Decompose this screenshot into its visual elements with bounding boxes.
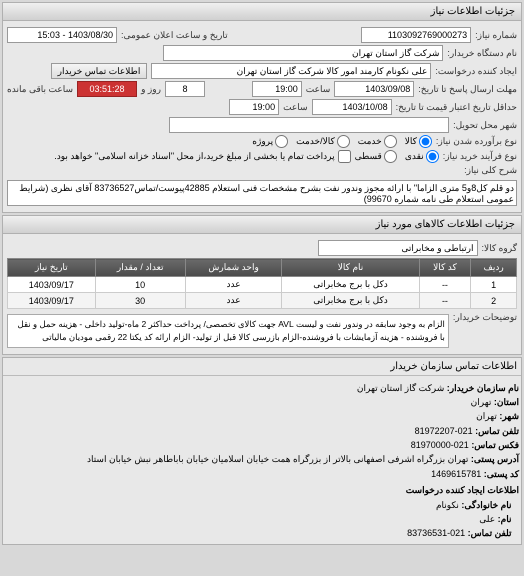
treasury-checkbox-label[interactable]: پرداخت تمام یا بخشی از مبلغ خرید،از محل … <box>54 150 350 163</box>
radio-cash[interactable]: نقدی <box>405 150 439 163</box>
reply-date-input[interactable] <box>334 81 414 97</box>
reply-time-input[interactable] <box>252 81 302 97</box>
countdown-timer <box>77 81 137 97</box>
radio-project[interactable]: پروژه <box>252 135 288 148</box>
contact-block: نام سازمان خریدار: شرکت گاز استان تهران … <box>3 378 521 544</box>
need-no-label: شماره نیاز: <box>475 30 517 41</box>
group-label: گروه کالا: <box>482 243 517 254</box>
buyer-notes-box: الزام به وجود سابقه در وندور نفت و لیست … <box>7 314 449 348</box>
panel-header-items: جزئیات اطلاعات کالاهای مورد نیاز <box>3 216 521 234</box>
contact-buyer-button[interactable]: اطلاعات تماس خریدار <box>51 63 148 79</box>
announce-input[interactable] <box>7 27 117 43</box>
need-type-radios: کالا خدمت کالا/خدمت پروژه <box>252 135 432 148</box>
reply-time-label: ساعت <box>306 84 331 95</box>
purchase-proc-label: نوع فرآیند خرید نیاز: <box>443 151 517 162</box>
delivery-city-input[interactable] <box>169 117 449 133</box>
desc-label: شرح کلی نیاز: <box>464 165 517 176</box>
table-header: نام کالا <box>282 259 419 277</box>
buyer-notes-label: توضیحات خریدار: <box>453 312 517 323</box>
delivery-city-label: شهر محل تحویل: <box>453 120 517 131</box>
price-time-input[interactable] <box>229 99 279 115</box>
table-header: تاریخ نیاز <box>8 259 96 277</box>
treasury-checkbox[interactable] <box>338 150 351 163</box>
desc-textarea[interactable] <box>7 180 517 206</box>
announce-label: تاریخ و ساعت اعلان عمومی: <box>121 30 228 41</box>
radio-both[interactable]: کالا/خدمت <box>296 135 350 148</box>
creator-label: ایجاد کننده درخواست: <box>435 66 517 77</box>
panel-header-need-details: جزئیات اطلاعات نیاز <box>3 3 521 21</box>
radio-goods[interactable]: کالا <box>405 135 432 148</box>
panel-header-contact: اطلاعات تماس سازمان خریدار <box>3 358 521 376</box>
table-row[interactable]: 2--دکل با برج مخابراتیعدد301403/09/17 <box>8 293 517 309</box>
remaining-label: ساعت باقی مانده <box>7 84 73 95</box>
table-header: واحد شمارش <box>185 259 282 277</box>
reply-deadline-label: مهلت ارسال پاسخ تا تاریخ: <box>418 84 517 95</box>
days-label: روز و <box>141 84 161 95</box>
radio-service[interactable]: خدمت <box>358 135 397 148</box>
table-row[interactable]: 1--دکل با برج مخابراتیعدد101403/09/17 <box>8 277 517 293</box>
buyer-org-input[interactable] <box>163 45 443 61</box>
table-header: تعداد / مقدار <box>95 259 185 277</box>
group-input[interactable] <box>318 240 478 256</box>
need-type-label: نوع برآورده شدن نیاز: <box>436 136 517 147</box>
table-header: کد کالا <box>419 259 471 277</box>
need-no-input[interactable] <box>361 27 471 43</box>
purchase-proc-radios: نقدی قسطی <box>355 150 439 163</box>
price-date-input[interactable] <box>312 99 392 115</box>
price-time-label: ساعت <box>283 102 308 113</box>
creator-input[interactable] <box>151 63 431 79</box>
days-remaining-input <box>165 81 205 97</box>
items-table: ردیفکد کالانام کالاواحد شمارشتعداد / مقد… <box>7 258 517 309</box>
table-header: ردیف <box>471 259 517 277</box>
buyer-org-label: نام دستگاه خریدار: <box>447 48 517 59</box>
radio-installment[interactable]: قسطی <box>355 150 397 163</box>
price-valid-label: حداقل تاریخ اعتبار قیمت تا تاریخ: <box>396 102 517 113</box>
